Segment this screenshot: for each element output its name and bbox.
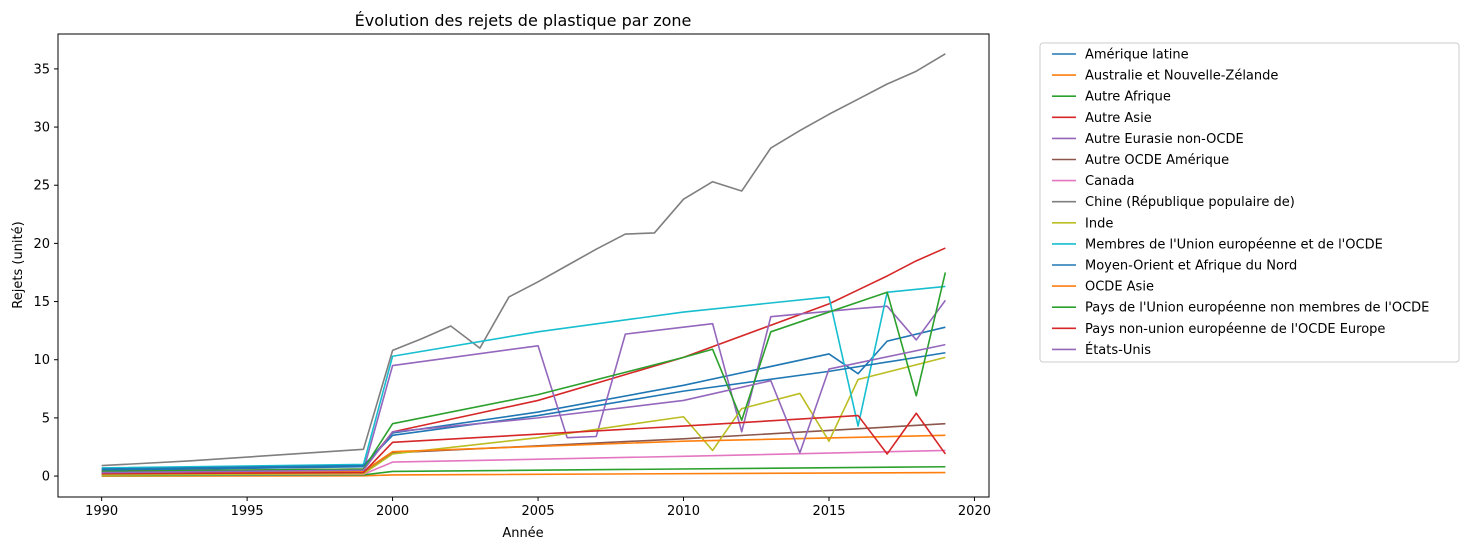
- legend-frame: [1039, 42, 1460, 363]
- series-line-8: [101, 356, 946, 476]
- y-axis-label: Rejets (unité): [11, 221, 26, 308]
- series-line-4: [101, 299, 947, 474]
- y-tick-label: 25: [33, 179, 50, 194]
- y-tick-label: 5: [42, 411, 50, 426]
- legend-label: Pays non-union européenne de l'OCDE Euro…: [1085, 322, 1385, 337]
- plot-lines: [101, 53, 947, 477]
- legend-label: Autre OCDE Amérique: [1085, 153, 1229, 168]
- legend: Amérique latine Australie et Nouvelle-Zél…: [1039, 42, 1460, 363]
- legend-label: Autre Asie: [1085, 111, 1152, 126]
- series-line-7: [101, 53, 946, 467]
- series-line-14: [101, 343, 946, 474]
- legend-label: Canada: [1085, 174, 1134, 189]
- x-tick-label: 2005: [522, 504, 555, 519]
- x-tick-label: 1995: [231, 504, 264, 519]
- series-line-13: [101, 412, 947, 475]
- legend-label: Chine (République populaire de): [1085, 195, 1295, 210]
- chart-title: Évolution des rejets de plastique par zo…: [355, 11, 692, 30]
- y-tick-label: 0: [42, 470, 50, 485]
- x-tick-label: 2015: [812, 504, 845, 519]
- x-axis: 1990 1995 2000 2005 2010 2015 2020: [85, 497, 991, 519]
- y-tick-label: 35: [33, 62, 50, 77]
- legend-label: Inde: [1085, 216, 1113, 231]
- legend-label: Australie et Nouvelle-Zélande: [1085, 69, 1278, 84]
- x-tick-label: 2010: [667, 504, 700, 519]
- series-line-12: [101, 272, 947, 473]
- x-tick-label: 2000: [376, 504, 409, 519]
- legend-label: Autre Afrique: [1085, 90, 1171, 105]
- legend-label: Autre Eurasie non-OCDE: [1085, 132, 1244, 147]
- y-tick-label: 30: [33, 121, 50, 136]
- series-line-10: [101, 351, 946, 470]
- y-tick-label: 15: [33, 295, 50, 310]
- x-tick-label: 1990: [85, 504, 118, 519]
- legend-label: Pays de l'Union européenne non membres d…: [1085, 301, 1429, 316]
- plot-frame: [57, 33, 990, 498]
- legend-label: Amérique latine: [1085, 48, 1189, 63]
- x-tick-label: 2020: [958, 504, 991, 519]
- legend-label: États-Unis: [1085, 342, 1151, 358]
- y-tick-label: 20: [33, 237, 50, 252]
- x-axis-label: Année: [502, 526, 543, 541]
- legend-label: Moyen-Orient et Afrique du Nord: [1085, 259, 1297, 274]
- legend-label: Membres de l'Union européenne et de l'OC…: [1085, 237, 1383, 252]
- legend-label: OCDE Asie: [1085, 280, 1154, 295]
- series-line-9: [101, 285, 946, 469]
- y-axis: 0 5 10 15 20 25 30 35: [33, 62, 58, 485]
- y-tick-label: 10: [33, 353, 50, 368]
